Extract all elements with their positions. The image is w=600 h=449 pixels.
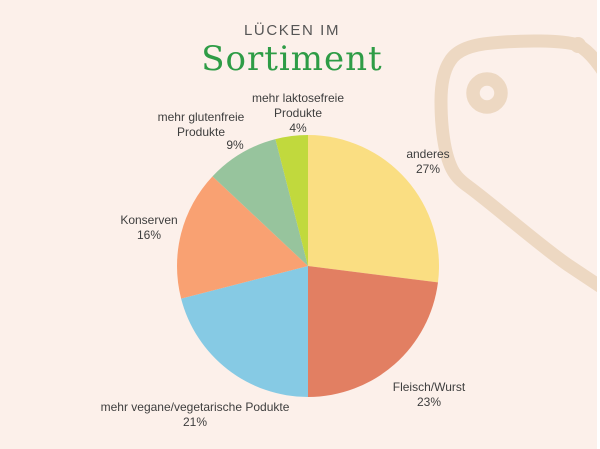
label-pct: 23% — [416, 395, 442, 409]
pie-slice-mehr-laktosefreie-produkte — [275, 135, 308, 266]
image-right-edge — [597, 0, 600, 449]
label-line: mehr glutenfreie — [157, 110, 245, 124]
label-laktosefrei: mehr laktosefreie Produkte 4% — [252, 91, 344, 136]
label-vegane: mehr vegane/vegetarische Podukte 21% — [101, 400, 290, 430]
label-line: Fleisch/Wurst — [392, 380, 466, 394]
label-konserven: Konserven 16% — [120, 213, 177, 243]
fish-elbow-knob — [570, 37, 586, 53]
label-line: anderes — [406, 147, 450, 161]
title-kicker: LÜCKEN IM — [243, 22, 341, 39]
label-glutenfrei-pct: 9% — [226, 138, 244, 152]
header: LÜCKEN IM Sortiment — [0, 0, 584, 76]
label-line: Produkte — [273, 106, 323, 120]
label-line: Konserven — [120, 213, 178, 227]
pie-slice-anderes — [308, 135, 439, 283]
label-anderes: anderes 27% — [406, 147, 449, 177]
pie-slice-mehr-vegane-vegetarische-podukte — [181, 266, 308, 397]
label-pct: 21% — [182, 415, 208, 429]
label-pct: 16% — [136, 228, 162, 242]
label-line: Produkte — [176, 125, 226, 139]
label-pct: 27% — [415, 162, 441, 176]
fish-eye-icon — [466, 72, 508, 114]
fish-outline — [434, 34, 600, 295]
label-fleisch: Fleisch/Wurst 23% — [393, 380, 465, 410]
label-line: mehr laktosefreie — [251, 91, 345, 105]
label-glutenfrei: mehr glutenfreie Produkte — [158, 110, 245, 140]
pie-chart — [177, 135, 439, 397]
page-title: Sortiment — [201, 39, 383, 79]
label-line: mehr vegane/vegetarische Podukte — [100, 400, 290, 414]
pie-slice-mehr-glutenfreie-produkte — [212, 139, 308, 266]
pie-slice-fleisch-wurst — [308, 266, 438, 397]
label-pct: 4% — [289, 121, 307, 135]
pie-slice-konserven — [177, 176, 308, 299]
